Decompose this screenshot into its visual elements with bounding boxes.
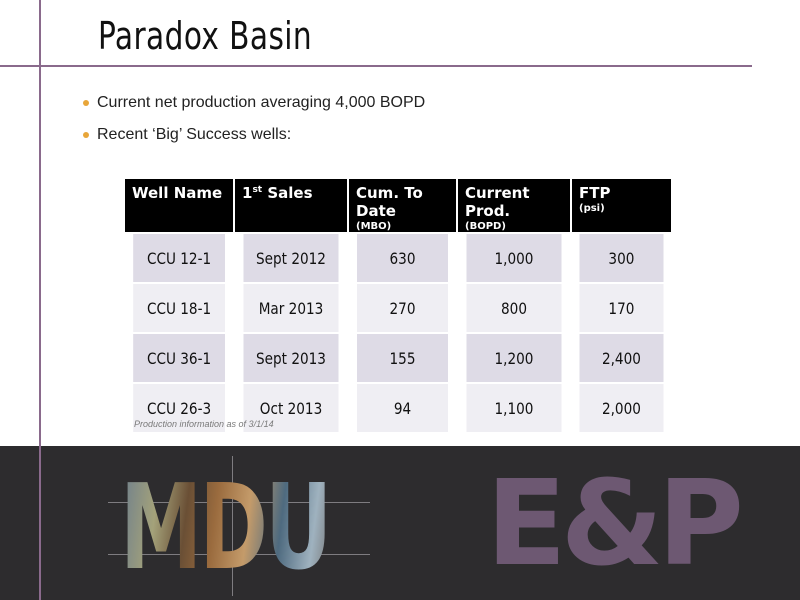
cell-ftp: 2,400 bbox=[578, 332, 664, 383]
cell-well-name: CCU 36-1 bbox=[133, 332, 227, 383]
cell-first-sales: Mar 2013 bbox=[242, 282, 341, 333]
accent-horizontal-line bbox=[0, 65, 752, 67]
table-header-row: Well Name 1st Sales Cum. To Date (MBO) Cu… bbox=[125, 179, 671, 233]
header-well-name: Well Name bbox=[125, 179, 235, 233]
cell-current-prod: 800 bbox=[465, 282, 564, 333]
cell-current-prod: 1,000 bbox=[465, 232, 564, 283]
cell-well-name: CCU 18-1 bbox=[133, 282, 227, 333]
header-ftp: FTP (psi) bbox=[571, 179, 671, 233]
cell-first-sales: Sept 2012 bbox=[242, 232, 341, 283]
bullet-text: Current net production averaging 4,000 B… bbox=[97, 94, 426, 111]
bullet-dot-icon bbox=[83, 132, 89, 138]
cell-first-sales: Oct 2013 bbox=[242, 382, 341, 432]
ep-logo-text: E&P bbox=[486, 454, 744, 592]
cell-ftp: 170 bbox=[578, 282, 664, 333]
slide-title: Paradox Basin bbox=[98, 14, 313, 58]
mdu-logo-text: MDU bbox=[120, 458, 332, 596]
cell-well-name: CCU 12-1 bbox=[133, 232, 227, 283]
bullet-item: Current net production averaging 4,000 B… bbox=[82, 92, 425, 118]
bullet-list: Current net production averaging 4,000 B… bbox=[82, 92, 425, 156]
bullet-item: Recent ‘Big’ Success wells: bbox=[82, 124, 425, 150]
cell-cum: 155 bbox=[356, 332, 450, 383]
crosshair-line bbox=[232, 456, 233, 596]
table-row: CCU 18-1 Mar 2013 270 800 170 bbox=[125, 282, 671, 333]
cell-cum: 270 bbox=[356, 282, 450, 333]
cell-current-prod: 1,200 bbox=[465, 332, 564, 383]
cell-current-prod: 1,100 bbox=[465, 382, 564, 432]
bullet-text: Recent ‘Big’ Success wells: bbox=[97, 126, 292, 143]
cell-cum: 630 bbox=[356, 232, 450, 283]
bullet-dot-icon bbox=[83, 100, 89, 106]
wells-table: Well Name 1st Sales Cum. To Date (MBO) Cu… bbox=[125, 179, 671, 432]
footer-banner: MDU E&P bbox=[0, 446, 800, 600]
header-cum-to-date: Cum. To Date (MBO) bbox=[348, 179, 458, 233]
cell-first-sales: Sept 2013 bbox=[242, 332, 341, 383]
cell-well-name: CCU 26-3 bbox=[133, 382, 227, 432]
crosshair-line bbox=[108, 554, 370, 555]
footnote: Production information as of 3/1/14 bbox=[134, 419, 274, 429]
cell-ftp: 300 bbox=[578, 232, 664, 283]
table-row: CCU 26-3 Oct 2013 94 1,100 2,000 bbox=[125, 382, 671, 432]
header-first-sales: 1st Sales bbox=[234, 179, 349, 233]
table-row: CCU 36-1 Sept 2013 155 1,200 2,400 bbox=[125, 332, 671, 383]
accent-vertical-line-footer bbox=[39, 446, 41, 600]
accent-vertical-line bbox=[39, 0, 41, 600]
header-current-prod: Current Prod. (BOPD) bbox=[457, 179, 572, 233]
table-row: CCU 12-1 Sept 2012 630 1,000 300 bbox=[125, 232, 671, 283]
crosshair-line bbox=[108, 502, 370, 503]
cell-ftp: 2,000 bbox=[578, 382, 664, 432]
cell-cum: 94 bbox=[356, 382, 450, 432]
